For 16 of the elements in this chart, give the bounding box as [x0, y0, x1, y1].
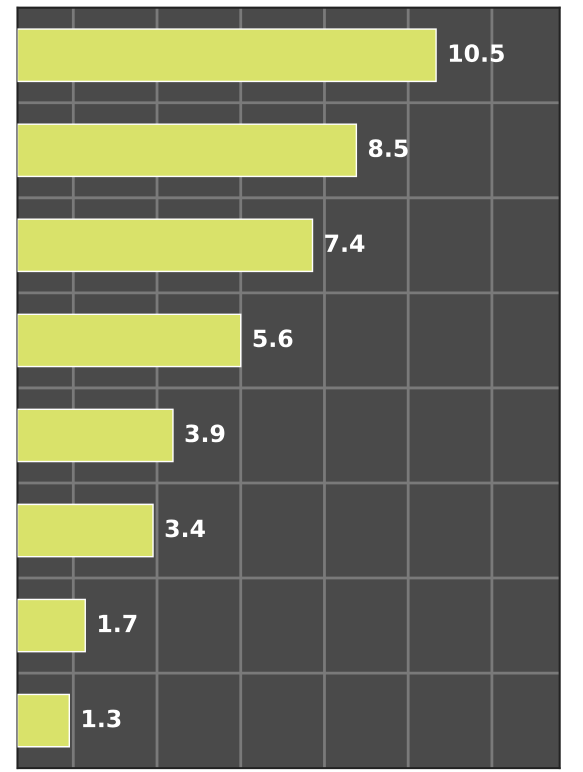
- data-label: 3.9: [186, 424, 224, 442]
- bar: [17, 314, 242, 368]
- bar: [17, 218, 314, 272]
- data-label: 3.4: [166, 520, 205, 538]
- data-label: 8.5: [368, 139, 408, 158]
- bar: [17, 123, 358, 178]
- data-label: 5.6: [254, 329, 292, 348]
- data-label: 1.3: [83, 710, 120, 728]
- bar: [17, 504, 154, 558]
- bar: [17, 28, 437, 82]
- bar: [17, 694, 70, 748]
- bar: [17, 408, 174, 462]
- bar: [17, 598, 86, 652]
- data-label: 7.4: [325, 234, 364, 252]
- data-label: 10.5: [450, 44, 504, 62]
- data-label: 1.7: [99, 614, 136, 632]
